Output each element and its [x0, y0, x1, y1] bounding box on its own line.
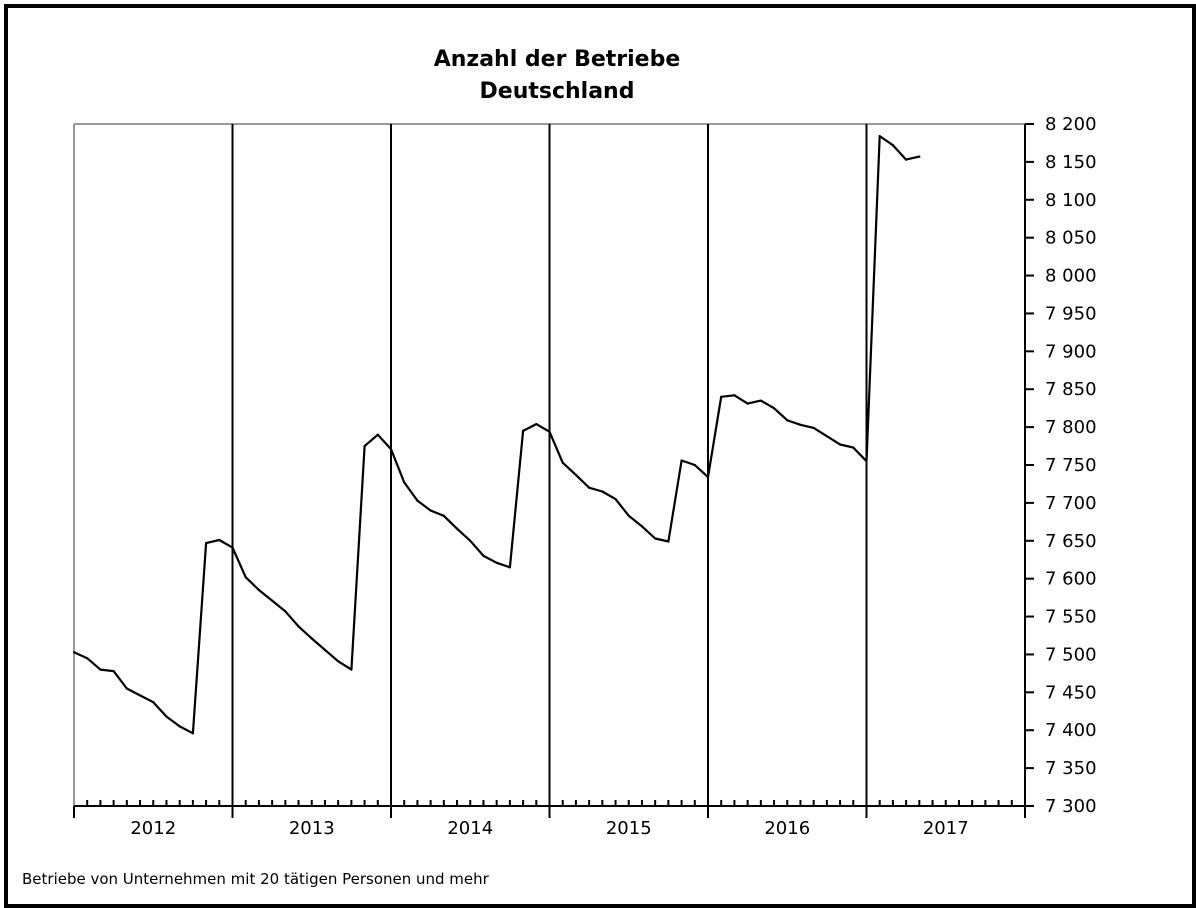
data-point [152, 701, 155, 704]
data-point [825, 435, 828, 438]
data-point [918, 155, 921, 158]
y-tick-label: 7 600 [1045, 569, 1097, 590]
data-point [495, 561, 498, 564]
data-point [838, 443, 842, 446]
data-point [323, 648, 327, 651]
data-point [429, 509, 432, 512]
data-point [561, 461, 564, 464]
data-point [680, 459, 683, 462]
data-point [125, 687, 128, 690]
x-tick-label: 2017 [923, 818, 969, 839]
data-point [72, 651, 76, 654]
data-point [852, 446, 855, 449]
chart-title: Anzahl der Betriebe [433, 47, 681, 72]
y-tick-label: 7 650 [1045, 531, 1097, 552]
data-point [720, 395, 723, 398]
y-tick-label: 7 550 [1045, 607, 1097, 628]
data-point [363, 444, 366, 448]
data-point [878, 135, 881, 138]
data-point [667, 540, 670, 543]
x-tick-label: 2014 [447, 818, 493, 839]
data-point [772, 407, 776, 410]
y-tick-label: 7 800 [1045, 417, 1097, 438]
data-point [640, 525, 644, 528]
data-point [891, 144, 895, 147]
data-point [521, 429, 525, 432]
data-point [588, 486, 591, 489]
data-point [178, 725, 181, 728]
data-point [389, 447, 393, 451]
data-point [99, 668, 102, 671]
data-point [284, 610, 287, 613]
data-point [508, 566, 511, 569]
data-point [706, 476, 710, 479]
data-point [112, 670, 115, 673]
data-point [297, 625, 300, 628]
data-point [482, 554, 485, 558]
data-point [693, 463, 696, 467]
chart-subtitle: Deutschland [479, 79, 635, 104]
x-tick-label: 2015 [606, 818, 652, 839]
y-tick-label: 8 050 [1045, 228, 1097, 249]
data-point [614, 498, 617, 501]
footnote: Betriebe von Unternehmen mit 20 tätigen … [22, 870, 489, 888]
data-point [310, 637, 313, 640]
data-point [218, 538, 221, 542]
data-point [654, 537, 657, 540]
data-point [548, 430, 551, 433]
data-point [733, 394, 736, 397]
data-point [376, 433, 379, 436]
x-tick-label: 2012 [130, 818, 176, 839]
data-point [627, 514, 630, 517]
y-tick-label: 8 000 [1045, 266, 1097, 287]
chart-title-block: Anzahl der Betriebe Deutschland [0, 44, 1114, 108]
data-point [455, 527, 459, 530]
data-point [416, 499, 419, 502]
y-tick-label: 7 850 [1045, 379, 1097, 400]
data-point [191, 732, 194, 735]
data-point [905, 158, 908, 161]
y-tick-label: 7 300 [1045, 796, 1097, 817]
data-point [759, 399, 762, 402]
data-point [469, 539, 472, 542]
data-point [574, 473, 578, 476]
x-tick-label: 2016 [764, 818, 810, 839]
y-tick-label: 8 150 [1045, 152, 1097, 173]
data-point [865, 460, 868, 463]
data-point [442, 514, 445, 517]
chart-frame [4, 4, 1196, 908]
data-point [204, 541, 208, 545]
data-point [812, 426, 815, 429]
data-point [231, 546, 234, 549]
plot-area: 2012 2013 2014 2015 2016 2017 8 200 8 150 8 100 8… [72, 114, 1097, 839]
data-point [244, 576, 247, 579]
data-point [350, 668, 353, 671]
y-tick-label: 8 100 [1045, 190, 1097, 211]
data-point [746, 402, 749, 405]
data-point [86, 657, 89, 660]
data-point [535, 422, 538, 426]
data-point [337, 660, 340, 663]
y-tick-label: 7 400 [1045, 720, 1097, 741]
data-point [601, 490, 604, 493]
data-point [799, 423, 802, 426]
y-tick-label: 8 200 [1045, 114, 1097, 135]
y-tick-label: 7 700 [1045, 493, 1097, 514]
data-point [786, 419, 789, 422]
y-tick-label: 7 500 [1045, 644, 1097, 665]
y-tick-label: 7 950 [1045, 303, 1097, 324]
y-tick-label: 7 750 [1045, 455, 1097, 476]
data-point [138, 694, 142, 697]
data-line [73, 135, 920, 735]
x-tick-label: 2013 [289, 818, 335, 839]
data-point [403, 481, 406, 484]
y-tick-label: 7 350 [1045, 758, 1097, 779]
data-point [165, 715, 168, 718]
data-point [257, 588, 261, 592]
data-point [271, 599, 274, 602]
y-tick-label: 7 450 [1045, 682, 1097, 703]
y-tick-label: 7 900 [1045, 341, 1097, 362]
